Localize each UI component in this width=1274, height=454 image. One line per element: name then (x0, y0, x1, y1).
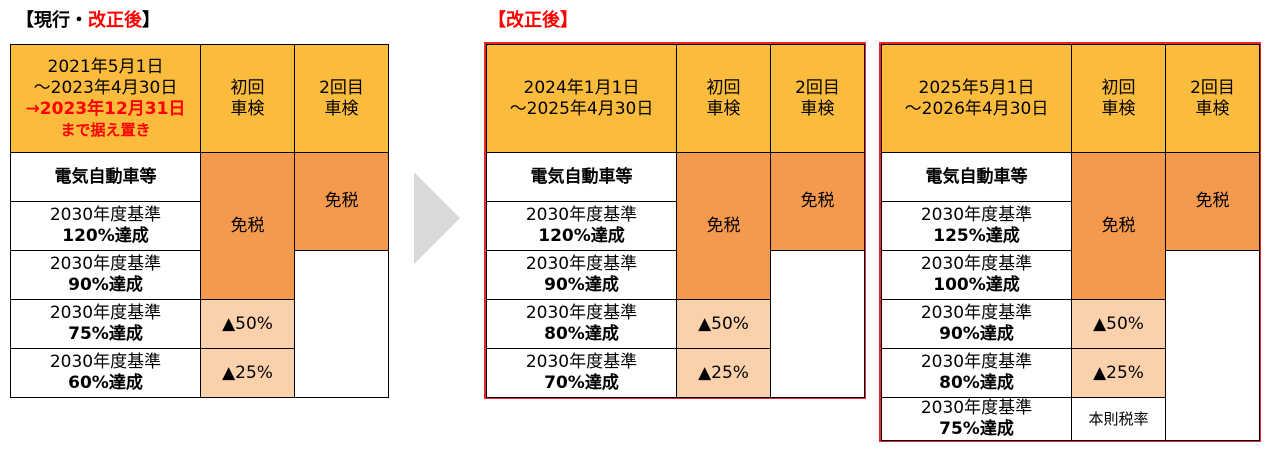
period-start: 2021年5月1日 (47, 56, 164, 77)
empty-cell (770, 250, 865, 398)
revised-a-frame (484, 42, 866, 399)
revised-b-frame (879, 42, 1261, 442)
criteria: 2030年度基準 (525, 254, 638, 274)
header-line: 2回目 (1190, 77, 1235, 98)
period-end: ～2025年4月30日 (509, 98, 654, 119)
row-label: 2030年度基準 70%達成 (486, 348, 677, 398)
current-title-part-a: 【現行・ (16, 10, 88, 31)
current-table: 2021年5月1日 ～2023年4月30日 →2023年12月31日 まで据え置… (10, 44, 389, 398)
criteria: 2030年度基準 (525, 303, 638, 323)
achievement: 120%達成 (538, 226, 625, 246)
first-inspection-header: 初回 車検 (1071, 44, 1166, 153)
achievement: 125%達成 (933, 226, 1020, 246)
current-title-part-b: 改正後 (88, 10, 142, 31)
criteria: 2030年度基準 (49, 352, 162, 372)
period-start: 2025年5月1日 (918, 77, 1035, 98)
row-label: 2030年度基準 120%達成 (486, 201, 677, 251)
achievement: 90%達成 (68, 275, 143, 295)
row-label: 2030年度基準 80%達成 (486, 299, 677, 349)
criteria: 2030年度基準 (920, 398, 1033, 418)
reduction-cell: ▲50% (1071, 299, 1166, 349)
exempt-cell: 免税 (676, 152, 771, 300)
achievement: 80%達成 (939, 373, 1014, 393)
row-label: 2030年度基準 75%達成 (10, 299, 201, 349)
achievement: 120%達成 (62, 226, 149, 246)
header-line: 2回目 (319, 77, 364, 98)
criteria: 2030年度基準 (920, 303, 1033, 323)
row-label: 電気自動車等 (10, 152, 201, 202)
period-end: ～2026年4月30日 (904, 98, 1049, 119)
header-line: 車検 (706, 98, 741, 119)
header-line: 初回 (230, 77, 265, 98)
period-cell: 2021年5月1日 ～2023年4月30日 →2023年12月31日 まで据え置… (10, 44, 201, 153)
row-label: 電気自動車等 (881, 152, 1072, 202)
revised-a-table: 2024年1月1日 ～2025年4月30日 初回 車検 2回目 車検 電気自動車… (486, 44, 865, 398)
second-inspection-header: 2回目 車検 (294, 44, 389, 153)
criteria: 2030年度基準 (49, 254, 162, 274)
period-start: 2024年1月1日 (523, 77, 640, 98)
first-inspection-header: 初回 車検 (676, 44, 771, 153)
current-title-part-c: 】 (142, 10, 160, 31)
revised-title: 【改正後】 (488, 10, 578, 31)
empty-cell (1165, 250, 1260, 441)
row-label: 2030年度基準 120%達成 (10, 201, 201, 251)
header-line: 車検 (1101, 98, 1136, 119)
reduction-cell: ▲25% (200, 348, 295, 398)
revised-b-table: 2025年5月1日 ～2026年4月30日 初回 車検 2回目 車検 電気自動車… (881, 44, 1260, 441)
exempt-cell: 免税 (770, 152, 865, 251)
second-inspection-header: 2回目 車検 (770, 44, 865, 153)
criteria: 2030年度基準 (920, 205, 1033, 225)
achievement: 75%達成 (68, 324, 143, 344)
achievement: 70%達成 (544, 373, 619, 393)
header-line: 2回目 (795, 77, 840, 98)
header-line: 車検 (800, 98, 835, 119)
base-rate-cell: 本則税率 (1071, 397, 1166, 441)
period-extension: →2023年12月31日 (25, 98, 186, 119)
empty-cell (294, 250, 389, 398)
exempt-cell: 免税 (1071, 152, 1166, 300)
header-line: 初回 (1101, 77, 1136, 98)
row-label: 2030年度基準 125%達成 (881, 201, 1072, 251)
row-label: 2030年度基準 80%達成 (881, 348, 1072, 398)
criteria: 2030年度基準 (49, 303, 162, 323)
current-title: 【現行・改正後】 (16, 6, 160, 32)
criteria: 2030年度基準 (525, 352, 638, 372)
criteria: 2030年度基準 (920, 254, 1033, 274)
exempt-cell: 免税 (1165, 152, 1260, 251)
row-label: 2030年度基準 75%達成 (881, 397, 1072, 441)
first-inspection-header: 初回 車検 (200, 44, 295, 153)
row-label: 2030年度基準 90%達成 (486, 250, 677, 300)
reduction-cell: ▲25% (1071, 348, 1166, 398)
right-arrow-icon (414, 172, 460, 264)
row-label: 2030年度基準 60%達成 (10, 348, 201, 398)
reduction-cell: ▲25% (676, 348, 771, 398)
criteria: 2030年度基準 (49, 205, 162, 225)
header-line: 初回 (706, 77, 741, 98)
reduction-cell: ▲50% (676, 299, 771, 349)
period-cell: 2025年5月1日 ～2026年4月30日 (881, 44, 1072, 153)
period-cell: 2024年1月1日 ～2025年4月30日 (486, 44, 677, 153)
exempt-cell: 免税 (200, 152, 295, 300)
second-inspection-header: 2回目 車検 (1165, 44, 1260, 153)
header-line: 車検 (324, 98, 359, 119)
header-line: 車検 (1195, 98, 1230, 119)
row-label: 電気自動車等 (486, 152, 677, 202)
header-line: 車検 (230, 98, 265, 119)
criteria: 2030年度基準 (525, 205, 638, 225)
period-extension-note: まで据え置き (60, 120, 151, 139)
row-label: 2030年度基準 100%達成 (881, 250, 1072, 300)
achievement: 100%達成 (933, 275, 1020, 295)
achievement: 90%達成 (544, 275, 619, 295)
criteria: 2030年度基準 (920, 352, 1033, 372)
reduction-cell: ▲50% (200, 299, 295, 349)
row-label: 2030年度基準 90%達成 (10, 250, 201, 300)
achievement: 80%達成 (544, 324, 619, 344)
exempt-cell: 免税 (294, 152, 389, 251)
row-label: 2030年度基準 90%達成 (881, 299, 1072, 349)
achievement: 75%達成 (939, 419, 1014, 439)
period-end: ～2023年4月30日 (33, 77, 178, 98)
achievement: 90%達成 (939, 324, 1014, 344)
achievement: 60%達成 (68, 373, 143, 393)
